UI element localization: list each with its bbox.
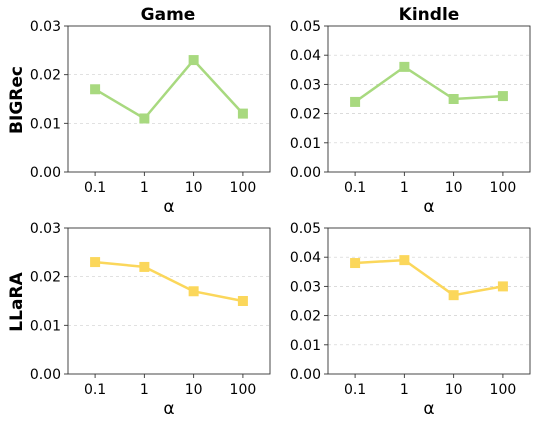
panel-bigrec-game: 0.00 0.01 0.02 0.03 0.1 1 10 100 α [30, 19, 271, 217]
y-tick-label: 0.02 [290, 309, 321, 325]
x-tick-label: 100 [230, 382, 257, 398]
x-tick-label: 1 [140, 382, 149, 398]
data-point [139, 261, 150, 272]
y-tick-label: 0.00 [290, 367, 321, 383]
series-line [94, 260, 244, 303]
panel-bigrec-kindle: 0.00 0.01 0.02 0.03 0.04 0.05 0.1 1 10 100 α [290, 19, 531, 217]
data-point [350, 96, 361, 107]
x-tick-label: 10 [185, 180, 203, 196]
y-tick-label: 0.03 [30, 221, 61, 237]
column-title-game: Game [141, 5, 196, 25]
data-point [237, 108, 248, 119]
series-line [355, 258, 504, 297]
y-tick-label: 0.00 [30, 165, 61, 181]
x-tick-label: 100 [230, 180, 257, 196]
x-axis-label: α [423, 399, 434, 419]
data-point [448, 290, 459, 301]
data-point [350, 258, 361, 269]
plot-frame [327, 25, 531, 173]
x-tick-label: 0.1 [344, 180, 366, 196]
plot-frame [327, 227, 531, 375]
x-tick-label: 1 [400, 382, 409, 398]
y-tick-label: 0.01 [290, 136, 321, 152]
data-point [497, 91, 508, 102]
y-tick-label: 0.03 [290, 77, 321, 93]
plot-frame [67, 227, 271, 375]
y-tick-label: 0.04 [290, 250, 321, 266]
chart-panels: 0.000.010.020.030.1 1 10 100α0.000.010.020.… [30, 19, 531, 419]
row-label-llara: LLaRA [7, 271, 27, 331]
data-point [90, 84, 101, 95]
data-point [448, 94, 459, 104]
y-tick-label: 0.00 [30, 367, 61, 383]
y-tick-label: 0.03 [290, 279, 321, 295]
y-tick-label: 0.05 [290, 221, 321, 237]
series-line [354, 65, 503, 103]
data-point [139, 113, 150, 124]
x-axis-label: α [163, 399, 174, 419]
y-tick-label: 0.00 [290, 165, 321, 181]
y-tick-label: 0.03 [30, 19, 61, 35]
y-tick-label: 0.02 [30, 270, 61, 286]
x-tick-label: 0.1 [84, 382, 106, 398]
data-point [399, 255, 410, 266]
x-tick-label: 10 [445, 382, 463, 398]
series-line [94, 58, 244, 120]
panel-llara-kindle: 0.00 0.01 0.02 0.03 0.04 0.05 0.1 1 10 100 α [290, 221, 531, 419]
plot-frame [67, 25, 271, 173]
x-tick-label: 100 [490, 382, 517, 398]
x-tick-label: 10 [445, 180, 463, 196]
y-tick-label: 0.01 [30, 116, 61, 132]
data-point [399, 61, 410, 72]
y-tick-label: 0.02 [290, 107, 321, 123]
y-tick-label: 0.01 [30, 318, 61, 334]
row-label-bigrec: BIGRec [7, 66, 27, 134]
data-point [90, 257, 101, 268]
x-axis-label: α [423, 197, 434, 217]
column-title-kindle: Kindle [399, 5, 460, 25]
panel-llara-game: 0.00 0.01 0.02 0.03 0.1 1 10 100 α [30, 221, 271, 419]
y-tick-label: 0.05 [290, 19, 321, 35]
x-tick-label: 100 [490, 180, 517, 196]
x-tick-label: 0.1 [84, 180, 106, 196]
x-tick-label: 0.1 [344, 382, 366, 398]
y-tick-label: 0.01 [290, 338, 321, 354]
y-tick-label: 0.04 [290, 48, 321, 64]
data-point [188, 55, 199, 66]
data-point [497, 281, 508, 292]
x-axis-label: α [163, 197, 174, 217]
data-point [188, 286, 199, 297]
x-tick-label: 10 [185, 382, 203, 398]
x-tick-label: 1 [140, 180, 149, 196]
data-point [237, 296, 248, 306]
x-tick-label: 1 [400, 180, 409, 196]
y-tick-label: 0.02 [30, 68, 61, 84]
